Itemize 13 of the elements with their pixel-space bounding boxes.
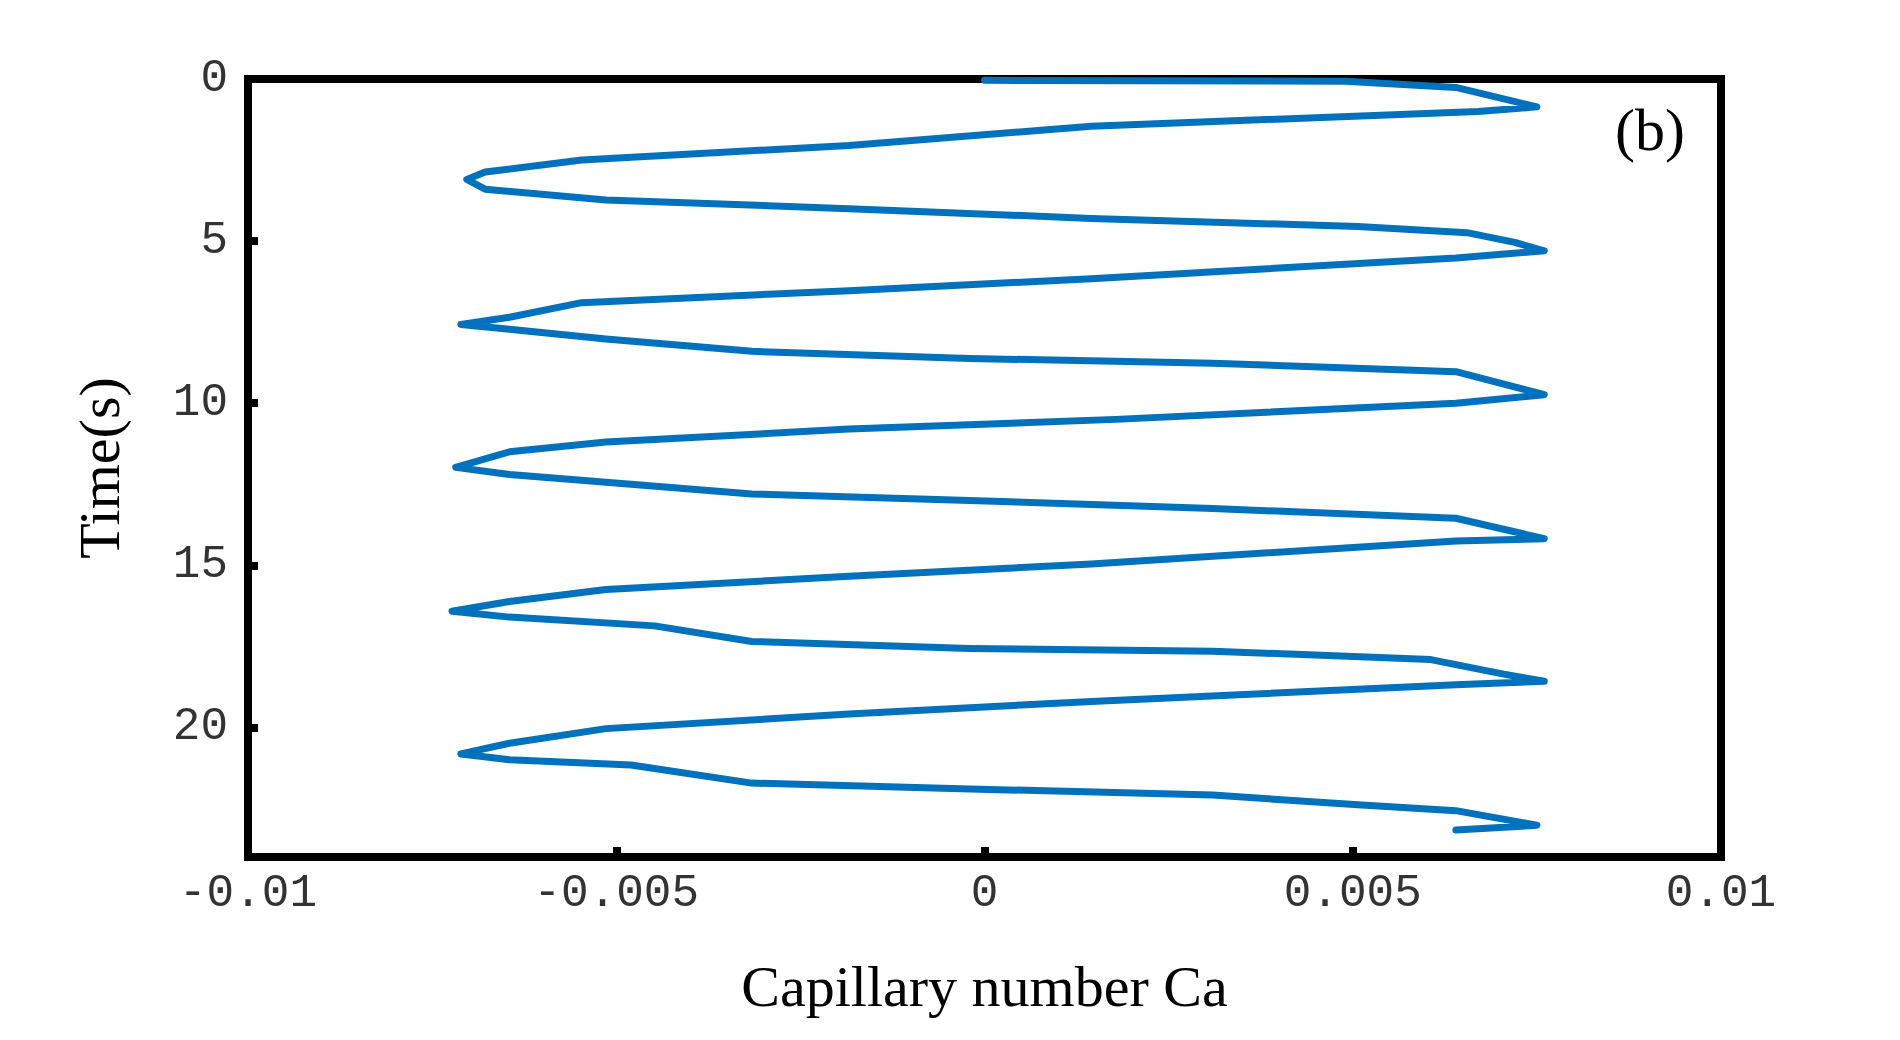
x-tick-label: 0.005	[1283, 868, 1422, 920]
y-tick-label: 15	[172, 539, 228, 592]
y-tick-label: 20	[172, 701, 228, 754]
y-tick-label: 10	[172, 377, 228, 430]
y-tick-label: 5	[200, 215, 228, 268]
x-tick-label: 0	[970, 868, 999, 920]
annotation: (b)	[1615, 97, 1686, 163]
x-tick-label: 0.01	[1665, 868, 1777, 920]
y-axis-title: Time(s)	[66, 377, 132, 559]
y-tick-label: 0	[200, 53, 228, 105]
x-tick-label: -0.005	[533, 868, 700, 920]
x-tick-label: -0.01	[178, 868, 318, 920]
x-axis-title: Capillary number Ca	[741, 953, 1228, 1019]
